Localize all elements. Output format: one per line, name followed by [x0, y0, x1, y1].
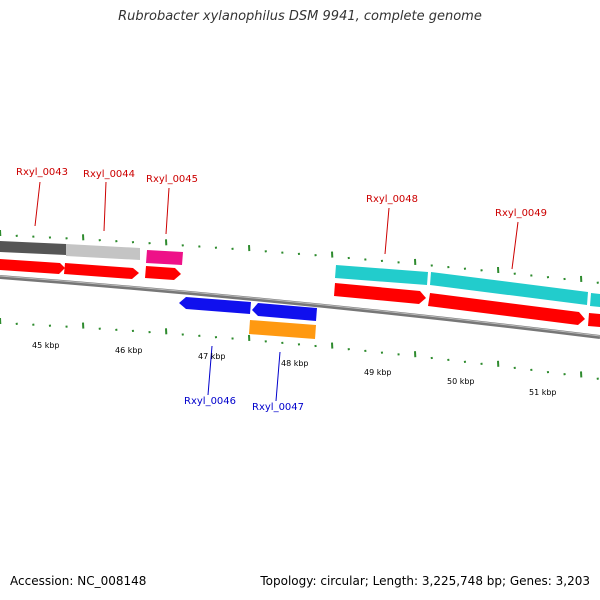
cds-arrow-rxyl-0046[interactable] [179, 297, 251, 314]
genome-backbone [0, 275, 600, 339]
gene-bar-next[interactable] [590, 293, 600, 307]
cds-arrow-rxyl-0044[interactable] [64, 263, 139, 279]
label-rxyl-0047[interactable]: Rxyl_0047 [252, 402, 304, 413]
outer-tick-track [0, 229, 599, 284]
label-rxyl-0046[interactable]: Rxyl_0046 [184, 396, 236, 407]
cds-arrow-rxyl-0047[interactable] [252, 303, 317, 321]
label-rxyl-0049[interactable]: Rxyl_0049 [495, 208, 547, 219]
leader-rxyl-0047 [275, 351, 281, 402]
label-rxyl-0044[interactable]: Rxyl_0044 [83, 169, 135, 180]
gene-bar-rxyl-0043[interactable] [0, 241, 66, 255]
label-rxyl-0048[interactable]: Rxyl_0048 [366, 194, 418, 205]
cds-arrow-rxyl-0048[interactable] [334, 283, 426, 304]
kbp-label-50: 50 kbp [447, 377, 475, 386]
gene-bar-rxyl-0044[interactable] [66, 244, 140, 260]
leader-rxyl-0045 [165, 187, 170, 235]
leader-rxyl-0044 [103, 181, 107, 232]
map-title: Rubrobacter xylanophilus DSM 9941, compl… [118, 9, 482, 24]
inner-tick-track [0, 317, 599, 380]
leader-rxyl-0048 [384, 207, 390, 255]
kbp-label-45: 45 kbp [32, 341, 60, 350]
leader-rxyl-0043 [34, 181, 41, 227]
gene-bar-rxyl-0048[interactable] [335, 265, 428, 285]
cds-arrow-rxyl-0045[interactable] [145, 266, 181, 280]
cds-arrow-rxyl-0043[interactable] [0, 259, 65, 274]
genome-summary-text: Topology: circular; Length: 3,225,748 bp… [260, 574, 590, 588]
leader-rxyl-0049 [511, 221, 519, 270]
cds-arrow-rxyl-0049[interactable] [428, 293, 585, 325]
genome-backbone-highlight [0, 275, 600, 337]
label-rxyl-0045[interactable]: Rxyl_0045 [146, 174, 198, 185]
gene-bar-rxyl-0045[interactable] [146, 250, 183, 265]
label-rxyl-0043[interactable]: Rxyl_0043 [16, 167, 68, 178]
kbp-label-49: 49 kbp [364, 368, 392, 377]
gene-bar-rxyl-0047[interactable] [249, 320, 316, 339]
cds-arrow-next[interactable] [588, 313, 600, 327]
kbp-label-51: 51 kbp [529, 388, 557, 397]
kbp-label-46: 46 kbp [115, 346, 143, 355]
kbp-label-48: 48 kbp [281, 359, 309, 368]
kbp-label-47: 47 kbp [198, 352, 226, 361]
gene-bar-rxyl-0049[interactable] [430, 272, 588, 305]
leader-rxyl-0046 [207, 345, 213, 396]
accession-text: Accession: NC_008148 [10, 574, 147, 588]
